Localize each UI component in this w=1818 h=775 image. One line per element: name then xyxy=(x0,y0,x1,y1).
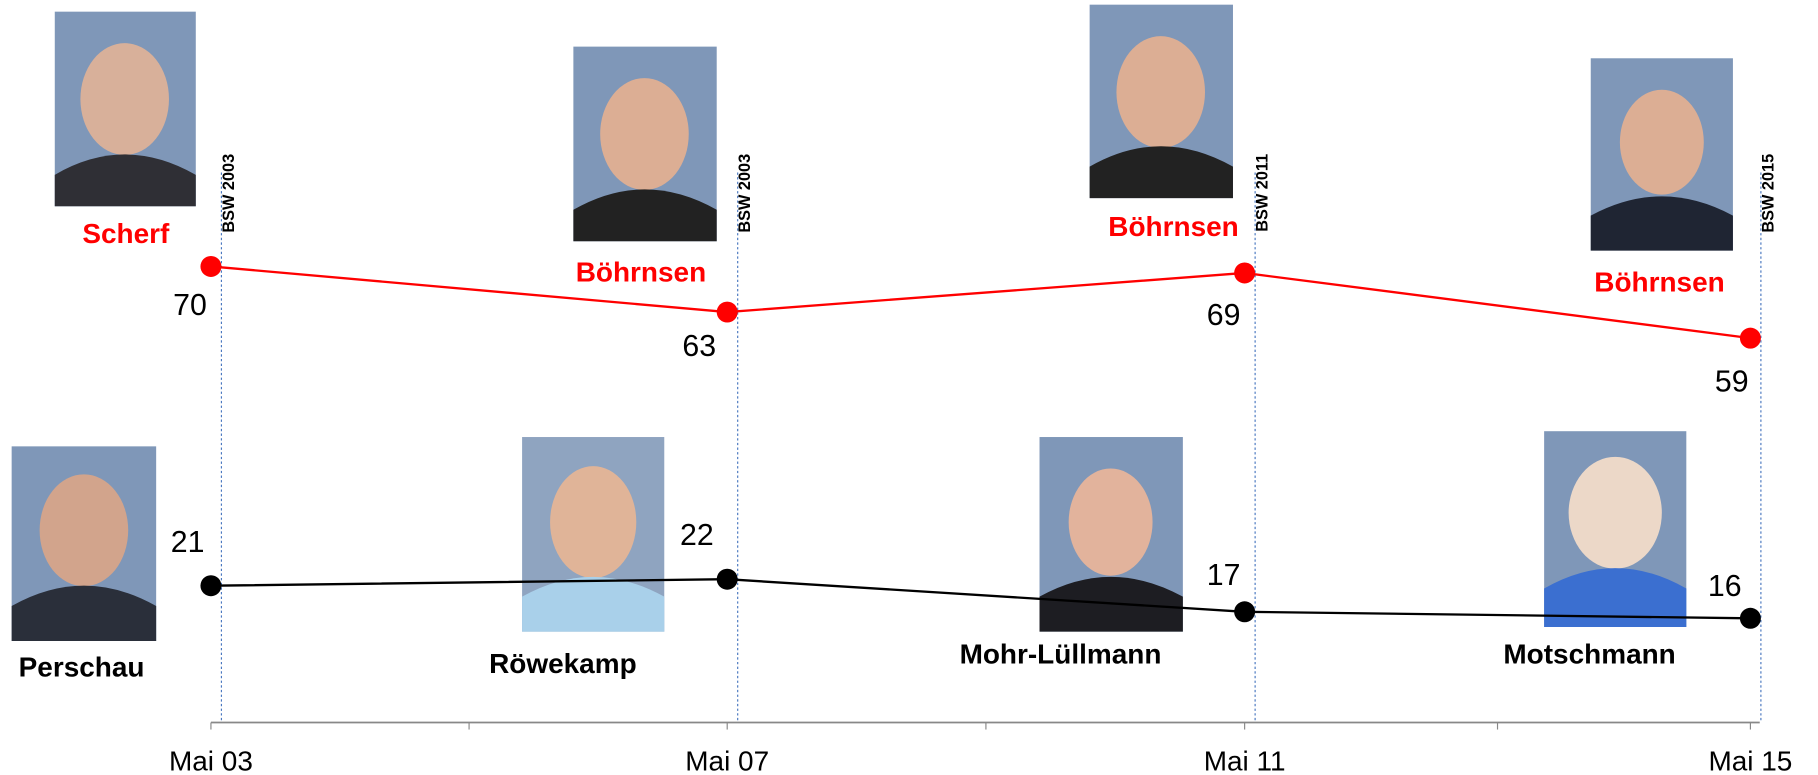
person-name: Motschmann xyxy=(1503,639,1675,670)
point xyxy=(717,569,738,590)
point xyxy=(1740,328,1761,349)
person-name: Böhrnsen xyxy=(1108,211,1238,242)
election-label: BSW 2003 xyxy=(736,154,754,233)
value-label: 63 xyxy=(682,330,716,363)
photos xyxy=(12,5,1733,641)
point xyxy=(200,575,221,596)
person-name: Röwekamp xyxy=(489,648,637,679)
person-name: Mohr-Lüllmann xyxy=(960,639,1162,670)
photo xyxy=(1591,58,1733,250)
series-line xyxy=(211,579,1750,618)
x-tick-label: Mai 15 xyxy=(1708,746,1792,775)
x-tick-label: Mai 07 xyxy=(685,746,769,775)
person-name: Scherf xyxy=(82,218,170,249)
election-label: BSW 2015 xyxy=(1759,154,1777,233)
point xyxy=(1740,608,1761,629)
x-tick-label: Mai 11 xyxy=(1204,746,1286,775)
point xyxy=(1234,601,1255,622)
photo xyxy=(522,437,664,632)
election-label: BSW 2003 xyxy=(220,154,238,233)
person-name: Böhrnsen xyxy=(576,256,706,287)
photo xyxy=(12,446,157,641)
value-label: 69 xyxy=(1207,299,1241,332)
point xyxy=(717,302,738,323)
series-line xyxy=(211,266,1750,338)
chart: Mai 03 BSW 2003 Mai 07 BSW 2003 Mai 11 BSW 20… xyxy=(0,0,1818,775)
point xyxy=(200,256,221,277)
photo xyxy=(573,47,716,242)
photo xyxy=(55,12,196,207)
photo xyxy=(1544,431,1686,627)
value-label: 17 xyxy=(1207,559,1241,592)
point xyxy=(1234,262,1255,283)
value-label: 22 xyxy=(680,519,714,552)
value-label: 70 xyxy=(173,289,207,322)
photo xyxy=(1090,5,1233,198)
value-label: 59 xyxy=(1715,366,1749,399)
election-label: BSW 2011 xyxy=(1254,154,1272,232)
value-label: 21 xyxy=(171,526,205,559)
person-name: Böhrnsen xyxy=(1594,267,1724,298)
x-tick-label: Mai 03 xyxy=(169,746,253,775)
person-name: Perschau xyxy=(19,651,145,682)
value-label: 16 xyxy=(1708,570,1742,603)
